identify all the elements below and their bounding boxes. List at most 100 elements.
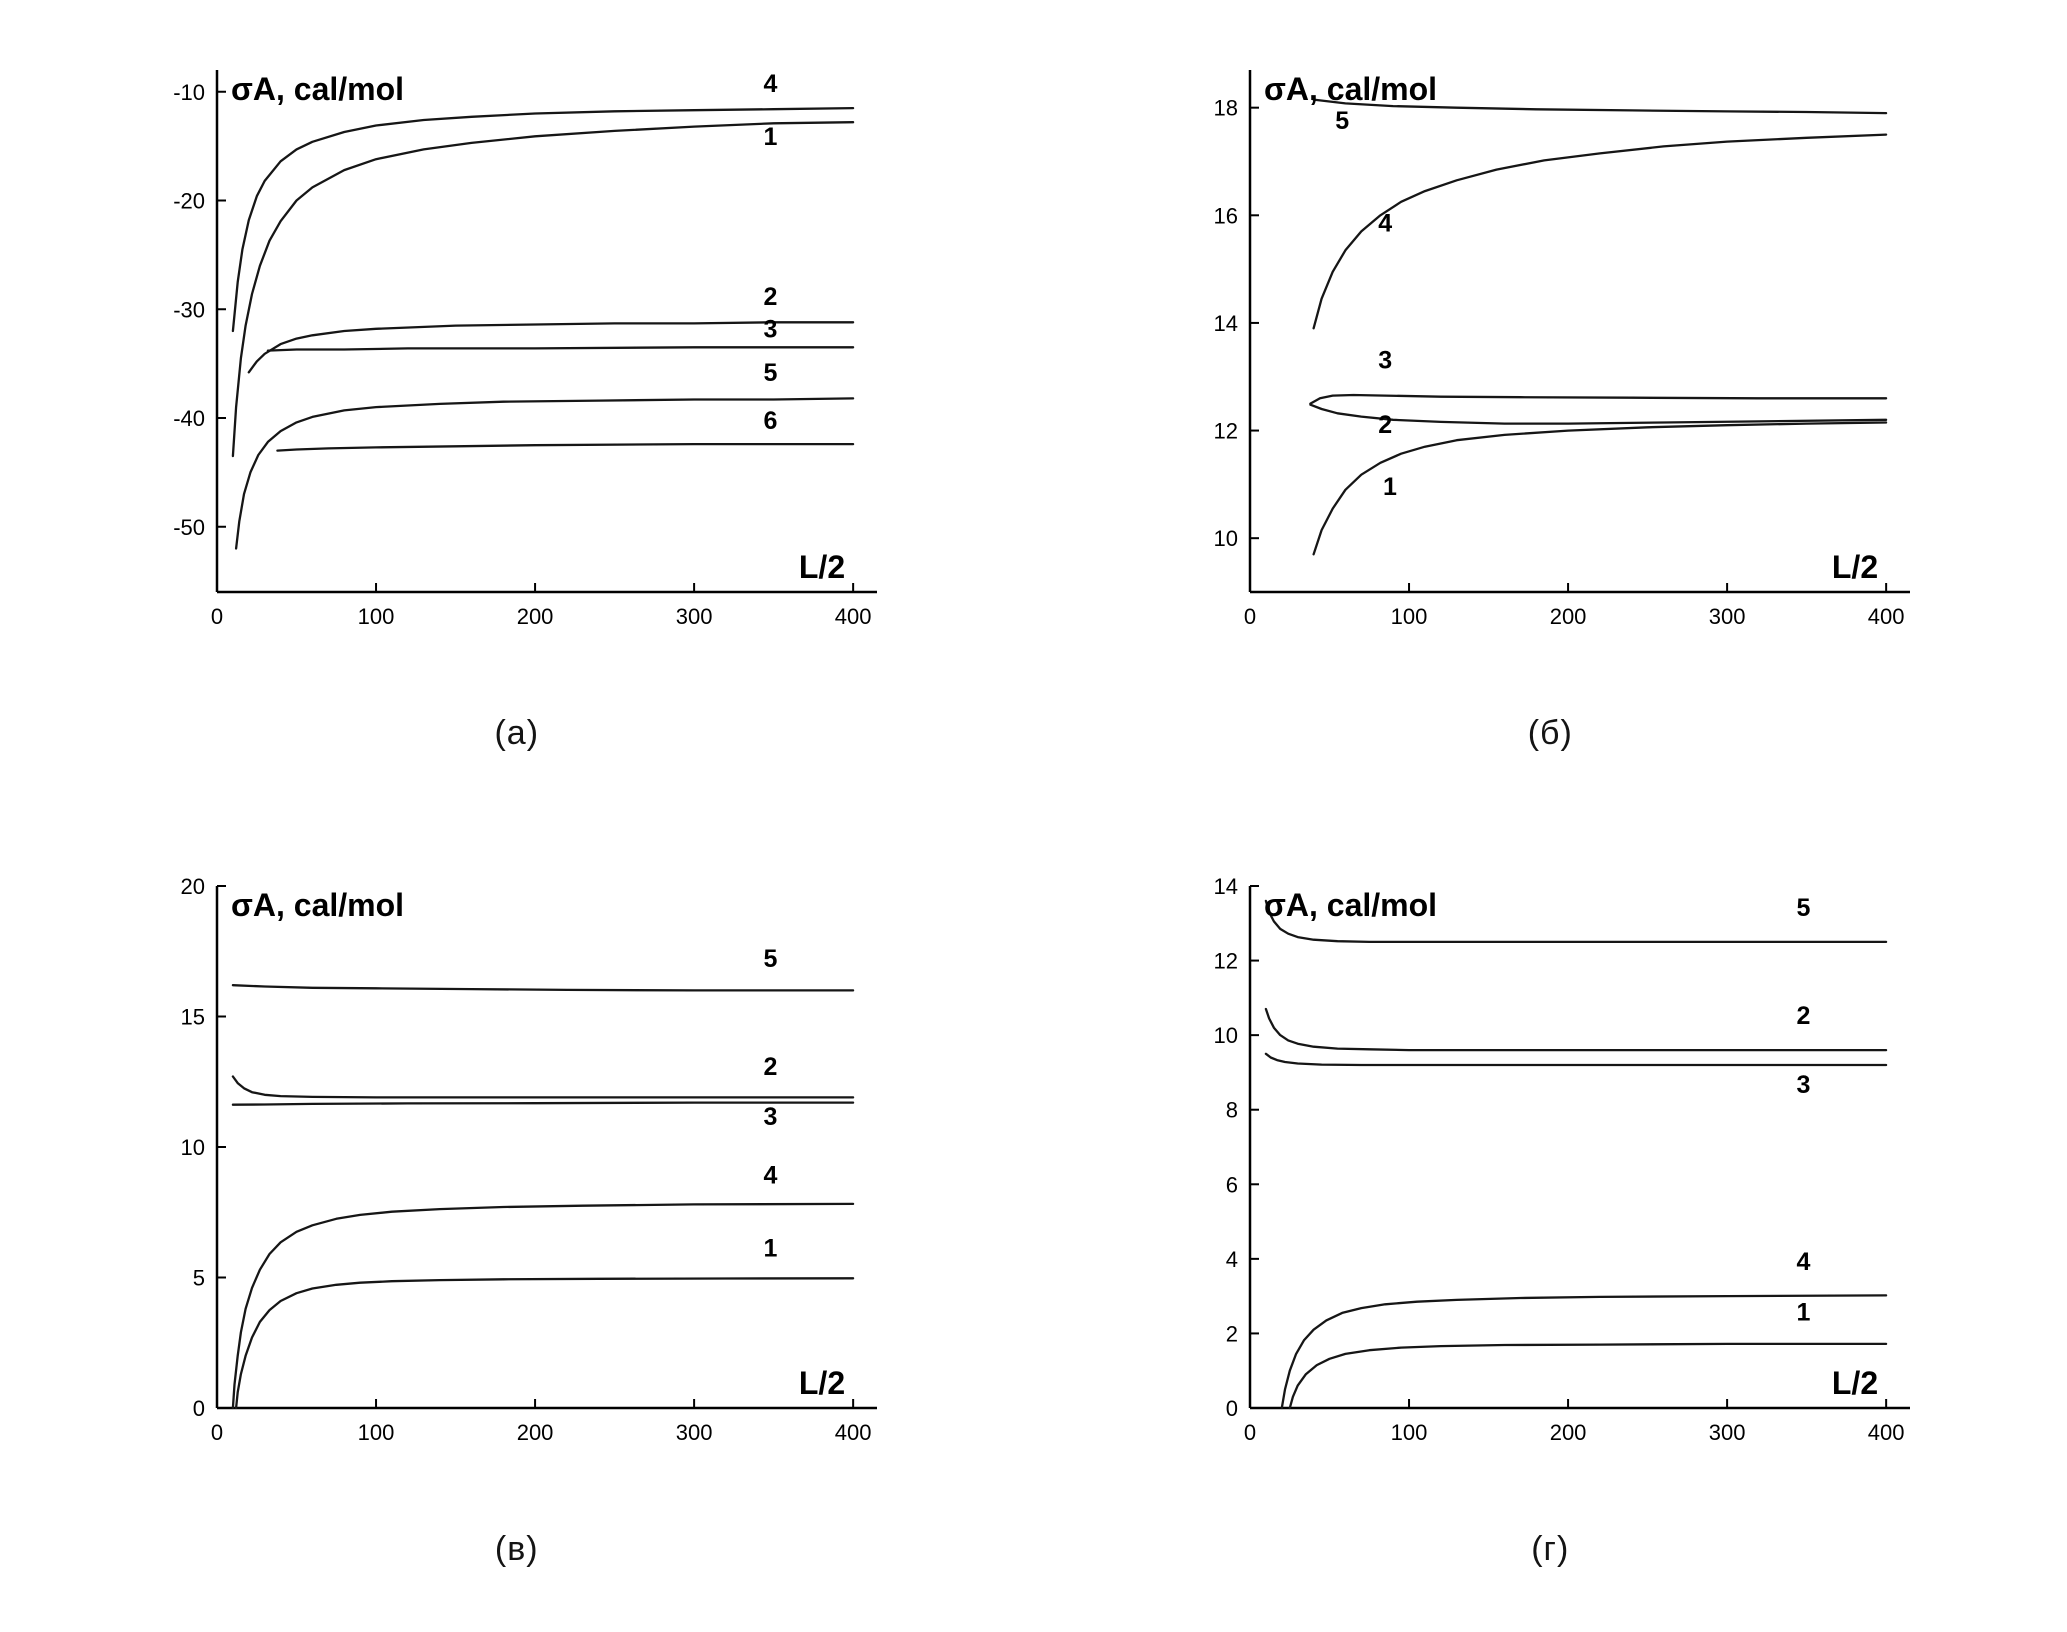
- curve-2: [1265, 1007, 1888, 1052]
- panel-b: 0 100 200 300 400 10 12 14 16 18 5 4 3 2 1 σA, cal/mol L…: [1034, 0, 2067, 816]
- panel-v: 0 100 200 300 400 0 5 10 15 20 5 2 3 4 1 σA, cal/mol L/2…: [0, 816, 1034, 1632]
- x-tick-label: 200: [1550, 604, 1587, 629]
- curve-label-4: 4: [1378, 209, 1392, 237]
- x-tick-label: 300: [1709, 604, 1746, 629]
- x-tick-label: 400: [1868, 1420, 1905, 1445]
- curve-1: [1312, 421, 1888, 556]
- x-tick-label: 0: [211, 1420, 223, 1445]
- y-tick-label: 12: [1214, 419, 1238, 444]
- curve-label-2: 2: [763, 283, 777, 311]
- curve-4: [231, 106, 854, 333]
- y-tick-label: 14: [1214, 874, 1238, 899]
- x-tick-label: 200: [516, 604, 553, 629]
- chart-b: 0 100 200 300 400 10 12 14 16 18 5 4 3 2 1 σA, cal/mol L…: [1160, 52, 1941, 652]
- curve-3: [266, 346, 854, 352]
- curve-2: [247, 321, 854, 374]
- curve-4: [1312, 133, 1888, 330]
- x-tick-label: 200: [1550, 1420, 1587, 1445]
- chart-title: σA, cal/mol: [1264, 71, 1437, 107]
- curve-1: [1288, 1342, 1888, 1410]
- curve-label-2: 2: [1378, 411, 1392, 439]
- curve-3: [231, 1101, 854, 1106]
- chart-g: 0 100 200 300 400 0 2 4 6 8 10 12 14 5 2 3 4 1 σA, cal/mol…: [1160, 868, 1941, 1468]
- y-tick-label: -20: [173, 189, 205, 214]
- y-tick-label: 4: [1226, 1247, 1238, 1272]
- curve-label-1: 1: [763, 123, 777, 151]
- y-tick-label: 16: [1214, 203, 1238, 228]
- chart-title: σA, cal/mol: [231, 887, 404, 923]
- curve-1: [231, 121, 854, 458]
- chart-v: 0 100 200 300 400 0 5 10 15 20 5 2 3 4 1 σA, cal/mol L/2: [126, 868, 907, 1468]
- x-tick-label: 0: [211, 604, 223, 629]
- panel-g: 0 100 200 300 400 0 2 4 6 8 10 12 14 5 2 3 4 1 σA, cal/mol…: [1034, 816, 2067, 1632]
- panel-a: 0 100 200 300 400 -10 -20 -30 -40 -50 4 1 2 3 5 6 σA, ca…: [0, 0, 1034, 816]
- curve-label-5: 5: [1797, 894, 1811, 922]
- y-tick-label: 5: [193, 1266, 205, 1291]
- y-tick-label: 10: [1214, 1023, 1238, 1048]
- curve-label-3: 3: [1378, 347, 1392, 375]
- curve-label-5: 5: [763, 945, 777, 973]
- curve-5: [1312, 98, 1888, 115]
- chart-a: 0 100 200 300 400 -10 -20 -30 -40 -50 4 1 2 3 5 6 σA, ca…: [126, 52, 907, 652]
- caption-b: (б): [1527, 714, 1573, 752]
- curve-label-3: 3: [763, 1103, 777, 1131]
- x-tick-label: 0: [1244, 1420, 1256, 1445]
- caption-a: (а): [494, 714, 540, 752]
- curve-label-5: 5: [763, 359, 777, 387]
- y-tick-label: 14: [1214, 311, 1238, 336]
- chart-title: σA, cal/mol: [231, 71, 404, 107]
- curve-5: [1265, 899, 1888, 944]
- y-tick-label: -50: [173, 515, 205, 540]
- curve-5: [231, 984, 854, 992]
- curve-4: [1280, 1294, 1888, 1410]
- curve-label-6: 6: [763, 407, 777, 435]
- x-axis-label: L/2: [1832, 549, 1878, 585]
- y-tick-label: -40: [173, 406, 205, 431]
- curve-label-3: 3: [1797, 1071, 1811, 1099]
- curve-label-1: 1: [1383, 473, 1397, 501]
- y-tick-label: 8: [1226, 1098, 1238, 1123]
- curve-2: [1309, 403, 1888, 425]
- curve-label-3: 3: [763, 316, 777, 344]
- curve-label-1: 1: [1797, 1298, 1811, 1326]
- y-tick-label: 0: [1226, 1396, 1238, 1421]
- x-tick-label: 300: [1709, 1420, 1746, 1445]
- x-tick-label: 300: [675, 604, 712, 629]
- y-tick-label: 2: [1226, 1321, 1238, 1346]
- y-tick-label: 10: [180, 1135, 204, 1160]
- x-tick-label: 200: [516, 1420, 553, 1445]
- caption-g: (г): [1531, 1530, 1570, 1568]
- y-tick-label: -10: [173, 80, 205, 105]
- curve-label-5: 5: [1336, 107, 1350, 135]
- x-axis-label: L/2: [799, 1365, 845, 1401]
- y-tick-label: 0: [193, 1396, 205, 1421]
- x-axis-label: L/2: [799, 549, 845, 585]
- curve-label-4: 4: [763, 70, 777, 98]
- x-tick-label: 400: [1868, 604, 1905, 629]
- curve-label-1: 1: [763, 1235, 777, 1263]
- x-tick-label: 100: [357, 1420, 394, 1445]
- y-tick-label: -30: [173, 297, 205, 322]
- x-tick-label: 300: [675, 1420, 712, 1445]
- curve-3: [1265, 1052, 1888, 1067]
- curve-3: [1309, 393, 1888, 405]
- curve-label-2: 2: [763, 1053, 777, 1081]
- x-tick-label: 100: [357, 604, 394, 629]
- x-tick-label: 100: [1391, 1420, 1428, 1445]
- caption-v: (в): [494, 1530, 539, 1568]
- x-tick-label: 400: [835, 1420, 872, 1445]
- chart-title: σA, cal/mol: [1264, 887, 1437, 923]
- y-tick-label: 18: [1214, 96, 1238, 121]
- curve-6: [276, 442, 854, 452]
- curve-2: [231, 1075, 854, 1099]
- y-tick-label: 15: [180, 1005, 204, 1030]
- x-tick-label: 400: [835, 604, 872, 629]
- curve-label-4: 4: [763, 1162, 777, 1190]
- x-axis-label: L/2: [1832, 1365, 1878, 1401]
- curve-4: [231, 1202, 854, 1410]
- y-tick-label: 6: [1226, 1172, 1238, 1197]
- y-tick-label: 20: [180, 874, 204, 899]
- curve-label-4: 4: [1797, 1248, 1811, 1276]
- x-tick-label: 0: [1244, 604, 1256, 629]
